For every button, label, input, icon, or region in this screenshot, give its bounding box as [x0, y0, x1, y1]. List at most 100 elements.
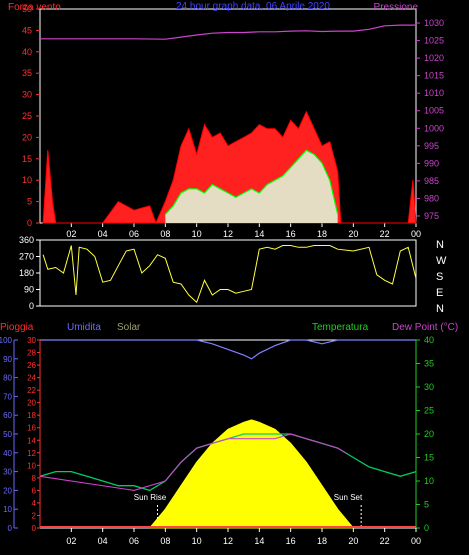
- top-y-axis-left: 0 5 10 15 20 25 30 35 40 45 50: [22, 4, 40, 228]
- rain-y-tick-label: 0: [32, 524, 37, 533]
- top-y-tick-label-right: 1000: [424, 123, 444, 133]
- top-y-tick-label-right: 980: [424, 193, 439, 203]
- bottom-x-tick-label: 10: [192, 536, 202, 546]
- humidity-y-tick-label: 30: [3, 468, 12, 477]
- top-y-tick-label-left: 10: [22, 175, 32, 185]
- top-y-tick-label-left: 0: [27, 218, 32, 228]
- top-y-tick-label-right: 995: [424, 141, 439, 151]
- wind-direction-panel: 0 90 180 270 360 N W S E N: [19, 235, 447, 315]
- rain-y-tick-label: 16: [27, 424, 36, 433]
- humidity-y-tick-label: 60: [3, 411, 12, 420]
- compass-labels: N W S E N: [436, 239, 447, 315]
- top-y-tick-label-right: 1030: [424, 18, 444, 28]
- humidity-series: [40, 339, 416, 360]
- direction-y-tick-label: 0: [29, 301, 34, 311]
- bottom-x-tick-label: 16: [286, 536, 296, 546]
- direction-y-tick-label: 180: [19, 268, 34, 278]
- rain-y-tick-label: 26: [27, 361, 36, 370]
- top-x-tick-label: 22: [380, 229, 390, 239]
- humidity-y-tick-label: 80: [3, 374, 12, 383]
- top-x-tick-label: 04: [98, 229, 108, 239]
- top-x-tick-label: 12: [223, 229, 233, 239]
- temp-y-tick-label: 30: [424, 382, 434, 392]
- bottom-x-tick-label: 08: [160, 536, 170, 546]
- rain-y-tick-label: 22: [27, 386, 36, 395]
- avg-wind-series: [164, 149, 339, 215]
- dewpoint-axis-title: Dew Point (°C): [392, 322, 458, 333]
- compass-n-top: N: [436, 239, 444, 251]
- pressure-series: [40, 24, 416, 40]
- rain-y-tick-label: 2: [32, 511, 37, 520]
- solar-series: [149, 419, 354, 529]
- rain-y-tick-label: 30: [27, 336, 36, 345]
- temperature-axis-title: Temperatura: [312, 322, 369, 333]
- rain-y-tick-label: 6: [32, 486, 37, 495]
- top-y-tick-label-left: 30: [22, 90, 32, 100]
- temp-y-tick-label: 25: [424, 406, 434, 416]
- temp-y-tick-label: 0: [424, 523, 429, 533]
- direction-series: [42, 245, 417, 304]
- temp-y-tick-label: 15: [424, 453, 434, 463]
- compass-n-bottom: N: [436, 303, 444, 315]
- top-x-tick-label: 10: [192, 229, 202, 239]
- humidity-y-tick-label: 90: [3, 355, 12, 364]
- temp-y-tick-label: 10: [424, 476, 434, 486]
- wind-pressure-panel: 02 04 06 08 10 12 14 16 18 20 22 00 051015202530354…: [8, 1, 444, 239]
- direction-y-axis: 0 90 180 270 360: [19, 235, 40, 311]
- top-y-tick-label-right: 1010: [424, 88, 444, 98]
- top-y-axis-right: 975 980 985 990 995 1000 1005 1010 1015 1020 1025 1…: [416, 18, 444, 221]
- bottom-x-tick-label: 00: [411, 536, 421, 546]
- temp-panel: 0102030405060708090100024681012141618202…: [0, 322, 458, 546]
- humidity-y-tick-label: 50: [3, 430, 12, 439]
- humidity-y-tick-label: 70: [3, 392, 12, 401]
- pressure-axis-title: Pressione: [374, 2, 419, 13]
- temp-y-tick-label: 40: [424, 335, 434, 345]
- rain-axis-title: Pioggia: [0, 322, 34, 333]
- temp-y-tick-label: 35: [424, 359, 434, 369]
- rain-y-tick-label: 14: [27, 436, 36, 445]
- top-y-tick-label-left: 40: [22, 47, 32, 57]
- top-y-tick-label-right: 1020: [424, 53, 444, 63]
- top-y-tick-label-left: 45: [22, 25, 32, 35]
- humidity-y-tick-label: 10: [3, 505, 12, 514]
- top-y-tick-label-left: 20: [22, 132, 32, 142]
- compass-s: S: [436, 271, 443, 283]
- top-x-tick-label: 08: [160, 229, 170, 239]
- compass-e: E: [436, 287, 443, 299]
- top-x-tick-label: 14: [254, 229, 264, 239]
- humidity-y-tick-label: 20: [3, 486, 12, 495]
- temp-y-tick-label: 20: [424, 429, 434, 439]
- top-x-tick-label: 02: [66, 229, 76, 239]
- top-x-tick-label: 06: [129, 229, 139, 239]
- humidity-y-tick-label: 0: [8, 524, 13, 533]
- sunset-label: Sun Set: [334, 493, 363, 502]
- compass-w: W: [436, 255, 447, 267]
- direction-y-tick-label: 90: [24, 285, 34, 295]
- top-x-tick-label: 20: [348, 229, 358, 239]
- top-y-tick-label-right: 985: [424, 176, 439, 186]
- rain-y-tick-label: 10: [27, 461, 36, 470]
- temp-axes: 0102030405060708090100024681012141618202…: [0, 335, 434, 546]
- top-y-tick-label-right: 975: [424, 211, 439, 221]
- direction-y-tick-label: 270: [19, 252, 34, 262]
- bottom-x-tick-label: 18: [317, 536, 327, 546]
- temp-y-tick-label: 5: [424, 500, 429, 510]
- rain-y-tick-label: 24: [27, 374, 36, 383]
- rain-y-tick-label: 4: [32, 499, 37, 508]
- bottom-x-tick-label: 20: [348, 536, 358, 546]
- bottom-x-tick-label: 04: [98, 536, 108, 546]
- direction-y-tick-label: 360: [19, 235, 34, 245]
- top-y-tick-label-right: 990: [424, 158, 439, 168]
- top-x-tick-label: 00: [411, 229, 421, 239]
- rain-y-tick-label: 18: [27, 411, 36, 420]
- top-x-tick-label: 18: [317, 229, 327, 239]
- top-y-tick-label-left: 50: [22, 4, 32, 14]
- top-y-tick-label-right: 1005: [424, 106, 444, 116]
- top-y-tick-label-left: 15: [22, 154, 32, 164]
- rain-y-tick-label: 12: [27, 449, 36, 458]
- top-x-axis: 02 04 06 08 10 12 14 16 18 20 22 00: [66, 223, 421, 239]
- avg-wind-fill: [165, 150, 338, 223]
- dewpoint-series: [39, 433, 346, 491]
- rain-y-tick-label: 28: [27, 349, 36, 358]
